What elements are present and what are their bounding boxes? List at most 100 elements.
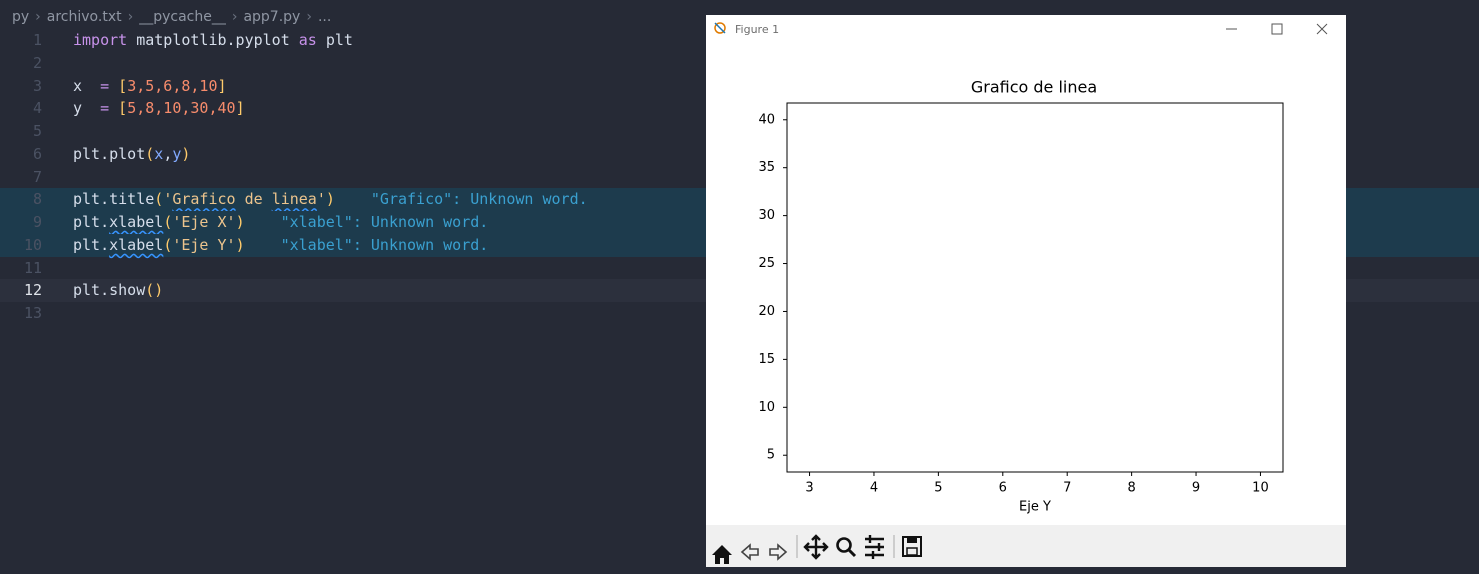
code: import matplotlib.pyplot as plt — [73, 29, 353, 52]
code-token: de — [235, 190, 272, 209]
code: plt.show() — [73, 279, 163, 302]
window-title: Figure 1 — [735, 23, 779, 36]
close-button[interactable] — [1316, 23, 1328, 35]
line-number: 13 — [23, 304, 42, 322]
code-token: y — [172, 144, 182, 163]
code-token: ' — [163, 190, 173, 209]
code-token: x — [154, 144, 164, 163]
code-line: 13 — [0, 302, 1479, 325]
code-token: () — [145, 281, 164, 300]
code-token: [ — [118, 99, 128, 118]
diagnostic-hint: "xlabel": Unknown word. — [280, 235, 489, 254]
code-token: matplotlib.pyplot — [127, 31, 299, 49]
configure-button[interactable] — [865, 535, 884, 559]
chevron: › — [231, 9, 238, 25]
code-token: ] — [217, 76, 227, 95]
y-tick-label: 40 — [758, 112, 775, 127]
x-tick-label: 9 — [1192, 481, 1200, 496]
y-tick-label: 5 — [767, 448, 775, 463]
code-token: y — [73, 99, 101, 118]
code-token — [109, 77, 118, 95]
line-number: 11 — [23, 258, 42, 277]
line-number: 3 — [32, 76, 42, 95]
line-number: 7 — [32, 167, 42, 186]
code-token: = — [100, 76, 110, 95]
code-token: ) — [181, 144, 191, 163]
y-tick-label: 20 — [758, 304, 775, 319]
code-line: 6 plt.plot(x,y) — [0, 143, 1479, 166]
code-line: 7 — [0, 166, 1479, 189]
breadcrumb-item[interactable]: archivo.txt — [46, 9, 122, 25]
code-token: plt.plot — [73, 144, 146, 163]
line-number: 5 — [32, 122, 42, 140]
code-token: ) — [235, 235, 245, 254]
axes-frame — [786, 102, 1284, 473]
chevron: › — [127, 9, 134, 25]
diagnostic-hint: "xlabel": Unknown word. — [280, 213, 489, 231]
code-line: 3 x = [3,5,6,8,10] — [0, 75, 1479, 98]
code-token: ' — [316, 190, 326, 209]
code: y = [5,8,10,30,40] — [73, 97, 245, 120]
line-number: 10 — [23, 235, 42, 254]
code-token: ) — [235, 213, 245, 231]
chart-title: Grafico de linea — [971, 78, 1097, 97]
code-token: linea — [271, 190, 317, 209]
forward-button[interactable] — [769, 543, 788, 561]
code-line: 11 — [0, 257, 1479, 280]
line-number: 12 — [23, 281, 42, 300]
code-token: plt.show — [73, 281, 146, 300]
code-token: ) — [325, 190, 335, 209]
figure: Figure 1 Grafico de linea Eje Y 3 4 5 6 7 8 9 1… — [706, 15, 1346, 567]
code-token: ( — [154, 190, 164, 209]
line-number: 1 — [32, 31, 42, 49]
code: plt.xlabel('Eje Y') "xlabel": Unknown wor… — [73, 234, 488, 257]
pan-button[interactable] — [803, 534, 829, 560]
maximize-button[interactable] — [1271, 23, 1283, 35]
x-tick-label: 8 — [1127, 481, 1135, 496]
line-number: 2 — [32, 53, 42, 72]
y-tick-label: 30 — [758, 208, 775, 223]
x-tick-label: 3 — [805, 481, 813, 496]
chevron: › — [35, 9, 41, 25]
y-tick-label: 15 — [758, 352, 775, 367]
breadcrumb-item[interactable]: py — [12, 9, 30, 25]
code-token: xlabel — [109, 235, 164, 254]
diagnostic-hint: "Grafico": Unknown word. — [370, 190, 588, 209]
code-token: Grafico — [172, 190, 236, 209]
code-token — [109, 99, 118, 117]
line-number: 8 — [32, 190, 42, 209]
code-token: plt. — [73, 213, 110, 231]
code-token: ( — [163, 235, 173, 254]
back-button[interactable] — [740, 543, 759, 561]
code-token: plt.title — [73, 190, 155, 209]
code-token: xlabel — [109, 213, 164, 231]
line-number: 9 — [32, 213, 42, 231]
toolbar — [706, 525, 1346, 567]
code-token: ( — [145, 144, 155, 163]
breadcrumb-item[interactable]: app7.py — [243, 9, 301, 25]
x-tick-label: 7 — [1063, 481, 1071, 496]
figure-window: Figure 1 Grafico de linea Eje Y 3 4 5 6 7 8 9 1… — [706, 15, 1346, 567]
code-token: 3,5,6,8,10 — [127, 76, 218, 95]
breadcrumb-item[interactable]: __pycache__ — [139, 9, 226, 25]
code-token: = — [100, 99, 110, 118]
y-tick-label: 35 — [758, 160, 775, 175]
y-tick-label: 25 — [758, 256, 775, 271]
code-token: import — [73, 31, 128, 49]
title-bar — [706, 15, 1346, 45]
app-icon — [714, 22, 726, 34]
code-token: plt — [316, 31, 353, 49]
code-token: 'Eje X' — [172, 213, 236, 231]
code-token: as — [298, 31, 317, 49]
code-line: 4 y = [5,8,10,30,40] — [0, 97, 1479, 120]
code: x = [3,5,6,8,10] — [73, 75, 227, 98]
save-button[interactable] — [902, 536, 922, 557]
x-tick-label: 5 — [934, 481, 942, 496]
code-line: 1 import matplotlib.pyplot as plt — [0, 29, 1479, 52]
code-token: ] — [235, 99, 245, 118]
breadcrumb-item[interactable]: ... — [317, 9, 332, 25]
code-token: [ — [118, 76, 128, 95]
home-button[interactable] — [712, 545, 732, 564]
code-token: ( — [163, 213, 173, 231]
zoom-button[interactable] — [836, 537, 857, 558]
